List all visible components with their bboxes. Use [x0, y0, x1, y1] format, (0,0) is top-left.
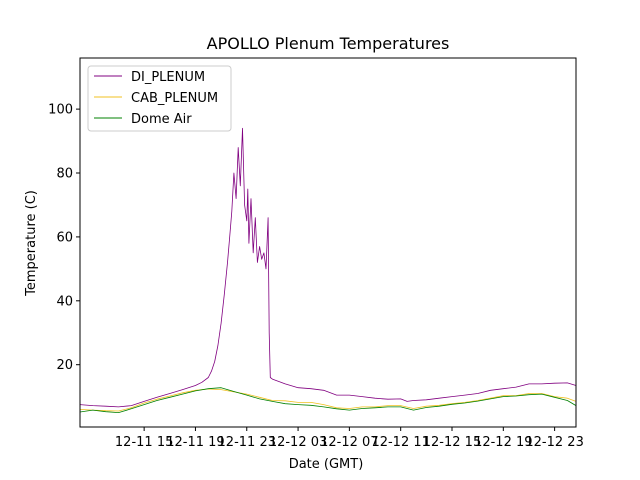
x-tick-label: 12-12 15: [423, 435, 481, 450]
x-tick-label: 12-11 23: [218, 435, 276, 450]
y-tick-label: 60: [56, 230, 73, 245]
legend-label: Dome Air: [131, 112, 192, 127]
plot-area: [79, 127, 577, 414]
x-tick-label: 12-12 11: [371, 435, 429, 450]
legend-box: [87, 65, 232, 132]
x-tick-label: 12-11 19: [166, 435, 224, 450]
x-tick-label: 12-12 07: [320, 435, 378, 450]
x-axis-label: Date (GMT): [289, 457, 364, 472]
y-tick-label: 20: [56, 358, 73, 373]
series-line-cab-plenum: [79, 388, 577, 412]
legend: DI_PLENUM CAB_PLENUM Dome Air: [87, 65, 232, 132]
chart-title: APOLLO Plenum Temperatures: [207, 34, 450, 53]
x-tick-label: 12-12 19: [474, 435, 532, 450]
y-tick-label: 40: [56, 294, 73, 309]
axes-frame: [79, 57, 577, 428]
x-tick-label: 12-12 03: [269, 435, 327, 450]
y-axis: 20 40 60 80 100: [48, 103, 80, 373]
x-tick-label: 12-12 23: [525, 435, 583, 450]
y-axis-label: Temperature (C): [24, 190, 39, 297]
legend-label: DI_PLENUM: [131, 70, 205, 85]
y-tick-label: 80: [56, 167, 73, 182]
legend-label: CAB_PLENUM: [131, 91, 218, 106]
x-tick-label: 12-11 15: [115, 435, 173, 450]
series-line-dome-air: [79, 387, 577, 414]
y-tick-label: 100: [48, 103, 73, 118]
series-line-di-plenum: [79, 127, 577, 408]
